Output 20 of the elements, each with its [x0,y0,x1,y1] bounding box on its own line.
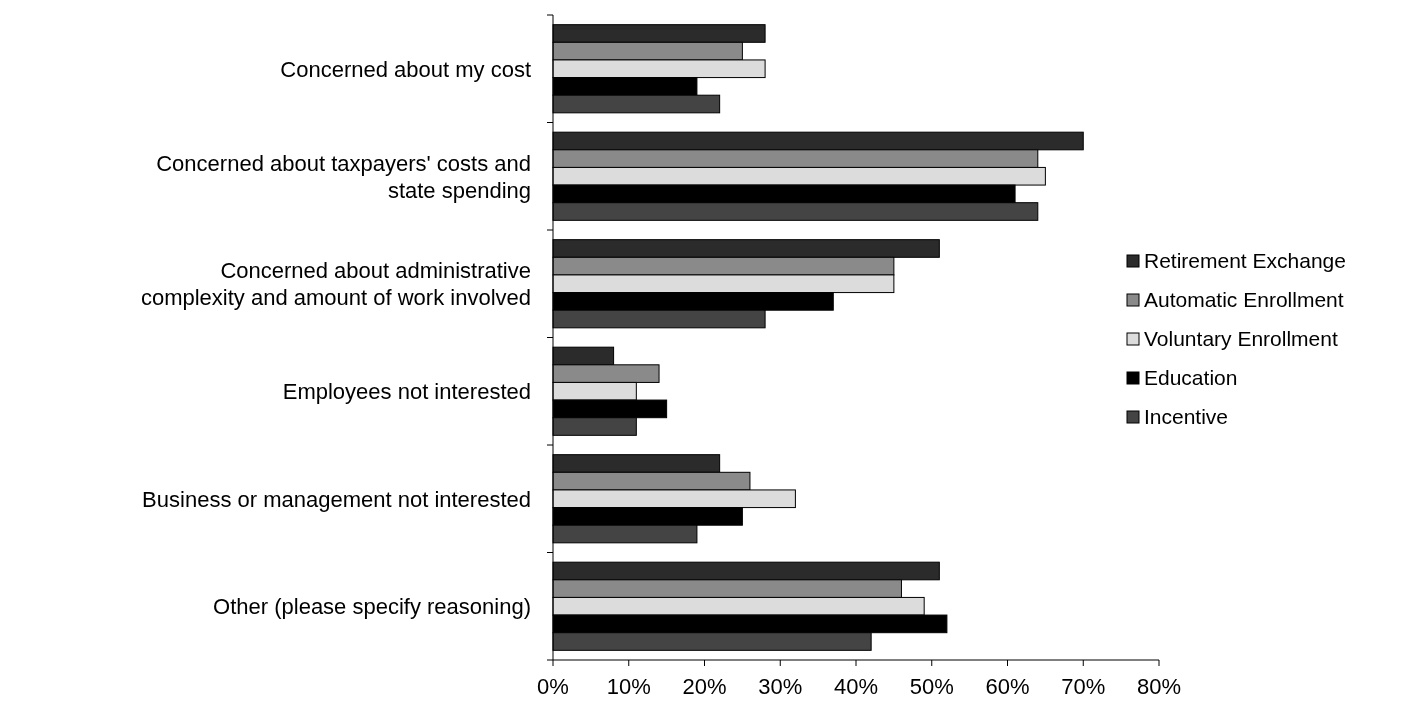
x-tick-label: 70% [1061,674,1106,699]
x-tick-label: 30% [758,674,803,699]
y-tick-label: Other (please specify reasoning) [213,594,531,620]
legend-label: Voluntary Enrollment [1144,327,1338,350]
legend-label: Retirement Exchange [1144,249,1346,272]
x-tick-label: 80% [1136,674,1182,699]
x-tick-label: 0% [537,674,569,699]
y-tick-label: Business or management not interested [142,486,531,512]
x-tick-label: 10% [606,674,651,699]
y-tick-label: Concerned about taxpayers' costs and state spending [156,150,531,203]
legend-label: Automatic Enrollment [1144,288,1344,311]
y-tick-label: Concerned about administrative complexity and amount of work involved [140,258,531,311]
x-tick-label: 50% [909,674,954,699]
legend-label: Incentive [1144,405,1229,428]
legend-label: Education [1144,366,1238,389]
y-tick-label: Employees not interested [282,379,531,405]
x-tick-label: 20% [682,674,727,699]
y-tick-label: Concerned about my cost [280,56,531,82]
x-tick-label: 40% [833,674,879,699]
x-tick-label: 60% [985,674,1030,699]
